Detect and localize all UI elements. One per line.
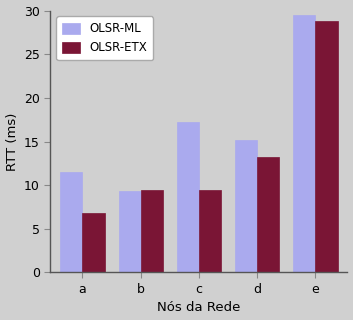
Bar bbox=[141, 189, 163, 272]
Legend: OLSR-ML, OLSR-ETX: OLSR-ML, OLSR-ETX bbox=[56, 16, 153, 60]
Bar bbox=[235, 140, 257, 272]
Bar bbox=[293, 15, 316, 272]
Bar bbox=[177, 122, 199, 272]
Bar bbox=[60, 172, 83, 272]
Bar bbox=[83, 213, 104, 272]
Y-axis label: RTT (ms): RTT (ms) bbox=[6, 112, 19, 171]
Bar bbox=[119, 191, 141, 272]
X-axis label: Nós da Rede: Nós da Rede bbox=[157, 301, 241, 315]
Bar bbox=[257, 157, 279, 272]
Bar bbox=[316, 21, 337, 272]
Bar bbox=[199, 190, 221, 272]
